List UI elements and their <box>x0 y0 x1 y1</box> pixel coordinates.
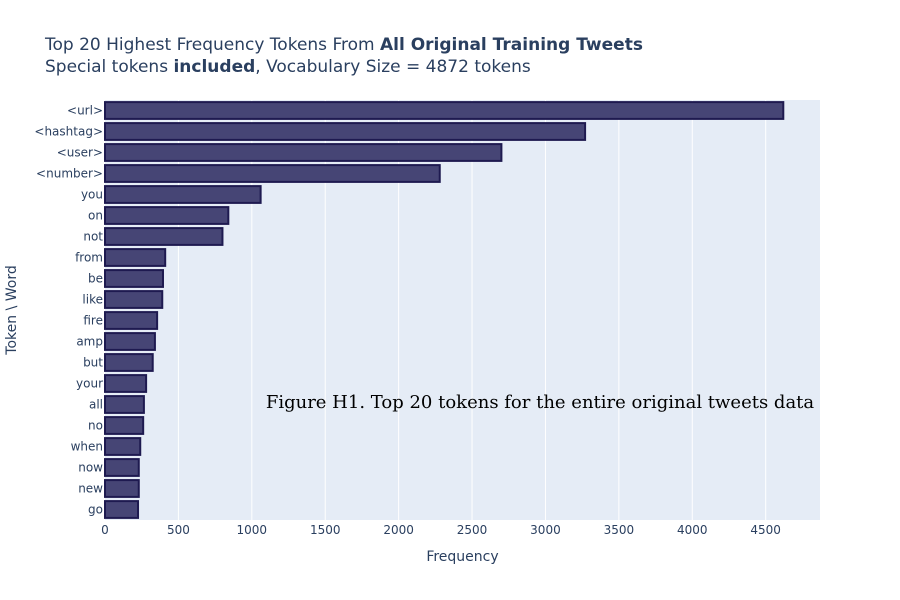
bar[interactable] <box>104 269 164 288</box>
bar[interactable] <box>104 353 154 372</box>
y-tick-label: on <box>88 209 103 223</box>
bars <box>104 101 785 519</box>
y-tick-label: be <box>88 272 103 286</box>
y-tick-label: your <box>76 377 103 391</box>
y-tick-label: <user> <box>57 146 103 160</box>
y-tick-label: when <box>71 440 103 454</box>
x-tick-label: 3000 <box>530 523 561 537</box>
y-tick-label: <hashtag> <box>34 125 103 139</box>
bar[interactable] <box>104 164 441 183</box>
x-tick-label: 500 <box>167 523 190 537</box>
bar[interactable] <box>104 437 142 456</box>
chart-subtitle-suffix: , Vocabulary Size = 4872 tokens <box>255 57 531 77</box>
y-tick-label: not <box>83 230 103 244</box>
x-tick-label: 1000 <box>237 523 268 537</box>
y-tick-label: amp <box>76 335 103 349</box>
y-tick-label: like <box>82 293 103 307</box>
bar[interactable] <box>104 101 785 120</box>
y-tick-label: <number> <box>36 167 103 181</box>
bar[interactable] <box>104 395 145 414</box>
plot-area <box>105 100 820 520</box>
chart-title-prefix: Top 20 Highest Frequency Tokens From <box>44 35 380 55</box>
chart-title-line-1: Top 20 Highest Frequency Tokens From All… <box>44 35 643 55</box>
bar[interactable] <box>104 416 145 435</box>
x-axis-title: Frequency <box>426 549 498 565</box>
bar[interactable] <box>104 374 148 393</box>
x-tick-label: 4500 <box>750 523 781 537</box>
bar[interactable] <box>104 206 230 225</box>
x-tick-label: 2000 <box>383 523 414 537</box>
bar[interactable] <box>104 185 262 204</box>
y-tick-label: new <box>78 482 103 496</box>
y-tick-label: you <box>81 188 103 202</box>
chart-title-bold: All Original Training Tweets <box>380 35 643 55</box>
x-tick-labels: 0 500 1000 1500 2000 2500 3000 3500 4000 4500 <box>101 523 781 537</box>
y-tick-label: but <box>83 356 103 370</box>
x-tick-label: 1500 <box>310 523 341 537</box>
chart-title-line-2: Special tokens included, Vocabulary Size… <box>45 57 531 77</box>
x-tick-label: 4000 <box>677 523 708 537</box>
bar[interactable] <box>104 479 140 498</box>
bar[interactable] <box>104 143 503 162</box>
chart-subtitle-prefix: Special tokens <box>45 57 173 77</box>
y-tick-label: all <box>89 398 103 412</box>
x-tick-label: 0 <box>101 523 109 537</box>
chart-subtitle-bold: included <box>173 57 255 77</box>
y-tick-label: <url> <box>67 104 103 118</box>
x-tick-label: 3500 <box>604 523 635 537</box>
y-tick-label: from <box>75 251 103 265</box>
figure-caption-annotation: Figure H1. Top 20 tokens for the entire … <box>266 392 815 413</box>
bar[interactable] <box>104 227 224 246</box>
bar[interactable] <box>104 311 159 330</box>
y-axis-title: Token \ Word <box>4 265 20 355</box>
y-tick-label: now <box>78 461 103 475</box>
bar[interactable] <box>104 248 167 267</box>
y-tick-label: no <box>88 419 103 433</box>
bar[interactable] <box>104 122 587 141</box>
x-tick-label: 2500 <box>457 523 488 537</box>
bar[interactable] <box>104 290 164 309</box>
y-tick-label: fire <box>83 314 103 328</box>
y-tick-label: go <box>88 503 103 517</box>
bar[interactable] <box>104 458 140 477</box>
bar[interactable] <box>104 500 140 519</box>
y-tick-labels: <url> <hashtag> <user> <number> you on not from… <box>34 104 103 517</box>
bar[interactable] <box>104 332 156 351</box>
